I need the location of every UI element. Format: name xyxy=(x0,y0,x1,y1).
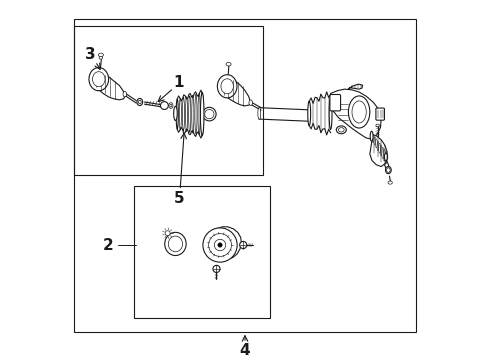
Polygon shape xyxy=(370,134,388,167)
Ellipse shape xyxy=(308,101,311,126)
Ellipse shape xyxy=(221,79,233,94)
Text: 2: 2 xyxy=(102,238,113,252)
Ellipse shape xyxy=(165,231,170,236)
Bar xyxy=(74,18,416,332)
Ellipse shape xyxy=(202,107,216,121)
Ellipse shape xyxy=(165,232,186,256)
Text: 4: 4 xyxy=(240,343,250,358)
Ellipse shape xyxy=(376,124,379,127)
Bar xyxy=(134,186,270,318)
Ellipse shape xyxy=(99,56,103,59)
Ellipse shape xyxy=(348,96,370,128)
Ellipse shape xyxy=(370,131,373,141)
Text: 5: 5 xyxy=(174,191,184,206)
Ellipse shape xyxy=(249,100,252,105)
Ellipse shape xyxy=(339,128,344,132)
Ellipse shape xyxy=(258,107,261,120)
Polygon shape xyxy=(204,227,242,260)
Ellipse shape xyxy=(388,181,392,184)
Ellipse shape xyxy=(226,62,231,66)
Ellipse shape xyxy=(138,100,141,104)
Ellipse shape xyxy=(169,103,173,108)
Ellipse shape xyxy=(387,168,390,172)
Ellipse shape xyxy=(123,91,126,97)
FancyBboxPatch shape xyxy=(376,108,385,120)
Ellipse shape xyxy=(329,97,332,130)
Ellipse shape xyxy=(137,98,143,105)
Circle shape xyxy=(209,234,231,256)
Ellipse shape xyxy=(200,93,204,135)
Ellipse shape xyxy=(93,72,105,87)
Text: 3: 3 xyxy=(85,47,95,62)
Ellipse shape xyxy=(169,236,183,252)
Ellipse shape xyxy=(98,53,103,57)
FancyBboxPatch shape xyxy=(330,94,341,111)
Circle shape xyxy=(213,265,220,273)
Ellipse shape xyxy=(385,153,387,161)
Ellipse shape xyxy=(89,68,109,91)
Ellipse shape xyxy=(352,101,366,123)
Polygon shape xyxy=(219,80,251,106)
Polygon shape xyxy=(90,74,125,100)
Ellipse shape xyxy=(173,106,177,121)
Ellipse shape xyxy=(218,75,237,98)
Ellipse shape xyxy=(386,167,391,174)
Polygon shape xyxy=(331,89,381,139)
Circle shape xyxy=(160,102,169,109)
Ellipse shape xyxy=(336,126,346,134)
Circle shape xyxy=(203,228,237,262)
Text: 1: 1 xyxy=(174,75,184,90)
Circle shape xyxy=(240,242,247,248)
Polygon shape xyxy=(348,84,363,89)
Ellipse shape xyxy=(170,104,172,107)
Bar xyxy=(74,26,263,175)
Ellipse shape xyxy=(205,109,214,119)
Circle shape xyxy=(214,239,226,251)
Circle shape xyxy=(218,243,222,247)
